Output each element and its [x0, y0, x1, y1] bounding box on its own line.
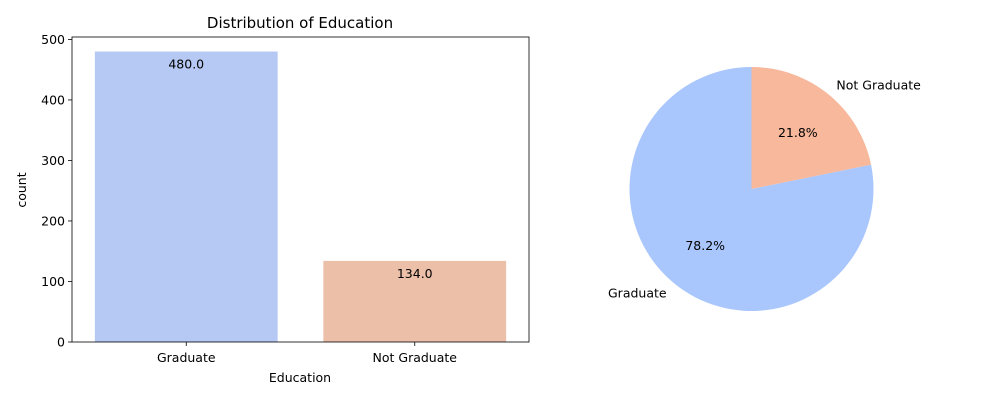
bar-chart-axes: Graduate Not Graduate 0 100 200 300 400 500 [41, 32, 530, 365]
pie-chart: 78.2% Graduate 21.8% Not Graduate [608, 67, 921, 311]
pie-category-label: Not Graduate [836, 78, 921, 93]
bar-chart-plot: 480.0 134.0 [94, 51, 507, 343]
bar-value-label: 134.0 [397, 266, 433, 281]
pie-pct-label: 78.2% [685, 238, 725, 253]
bar-chart-title: Distribution of Education [207, 14, 393, 32]
y-tick-label: 200 [41, 213, 65, 228]
y-tick-label: 400 [41, 92, 65, 107]
pie-slice-graduate [629, 67, 874, 311]
pie-slice-not-graduate [751, 67, 872, 189]
y-tick-label: 100 [41, 274, 65, 289]
x-tick-label: Graduate [157, 350, 216, 365]
y-tick-label: 300 [41, 153, 65, 168]
y-tick-label: 0 [57, 335, 65, 350]
pie-pct-label: 21.8% [778, 125, 818, 140]
y-axis-label: count [14, 172, 29, 207]
x-tick-label: Not Graduate [373, 350, 458, 365]
x-axis-label: Education [269, 370, 331, 385]
bar-value-label: 480.0 [168, 57, 204, 72]
bar-not-graduate [323, 260, 507, 342]
pie-category-label: Graduate [608, 285, 667, 300]
bar-chart-frame [71, 36, 530, 343]
y-tick-label: 500 [41, 32, 65, 47]
bar-graduate [94, 51, 278, 343]
